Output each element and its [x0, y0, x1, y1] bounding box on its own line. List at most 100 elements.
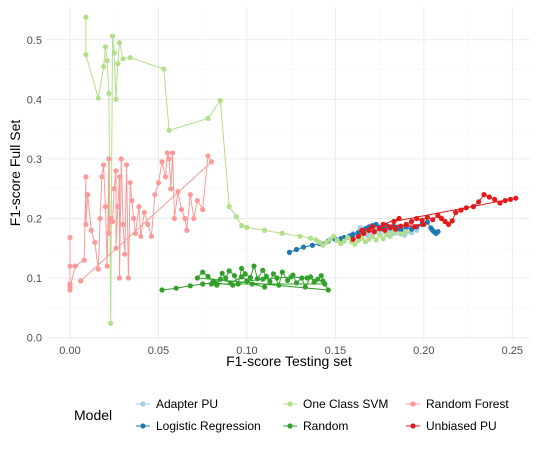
data-point	[194, 275, 200, 281]
series-layer	[67, 14, 519, 326]
data-point	[67, 284, 73, 290]
data-point	[262, 284, 268, 290]
data-point	[226, 204, 232, 210]
data-point	[162, 174, 169, 180]
legend-label: Unbiased PU	[426, 419, 497, 433]
data-point	[120, 221, 126, 227]
data-point	[101, 162, 107, 168]
data-point	[148, 233, 154, 239]
data-point	[231, 273, 238, 279]
data-point	[408, 218, 415, 225]
data-point	[458, 207, 464, 213]
data-point	[502, 198, 508, 204]
data-point	[453, 209, 459, 216]
data-point	[309, 242, 315, 248]
data-point	[214, 282, 220, 288]
data-point	[217, 97, 223, 104]
data-point	[138, 233, 144, 239]
data-point	[446, 221, 452, 227]
legend-item-one-class-svm: One Class SVM	[283, 397, 388, 411]
x-axis-ticks: 0.00 0.05 0.10 0.15 0.20 0.25	[59, 345, 523, 357]
legend-key-point	[287, 423, 293, 429]
data-point	[104, 58, 110, 64]
data-point	[67, 234, 73, 241]
data-point	[239, 274, 245, 280]
series-random	[159, 263, 331, 293]
legend-item-logistic-regression: Logistic Regression	[136, 419, 261, 433]
data-point	[200, 281, 206, 287]
data-point	[116, 40, 123, 46]
data-point	[350, 236, 356, 242]
data-point	[486, 194, 492, 200]
data-point	[435, 229, 441, 235]
data-point	[159, 159, 165, 165]
data-point	[438, 215, 445, 222]
data-point	[205, 153, 211, 159]
y-axis-ticks: 0.0 0.1 0.2 0.3 0.4 0.5	[27, 35, 42, 345]
data-point	[293, 246, 300, 253]
data-point	[398, 223, 404, 229]
data-point	[106, 230, 112, 236]
data-point	[200, 206, 206, 213]
data-point	[286, 249, 292, 255]
data-point	[155, 180, 162, 186]
legend-item-adapter-pu: Adapter PU	[136, 397, 218, 411]
data-point	[311, 279, 317, 285]
series-random-forest	[67, 150, 215, 293]
data-point	[267, 279, 273, 285]
data-point	[113, 245, 119, 251]
data-point	[81, 257, 87, 263]
data-point	[111, 50, 117, 56]
x-tick-label: 0.15	[325, 345, 346, 357]
data-point	[115, 61, 121, 67]
data-point	[369, 233, 376, 239]
data-point	[497, 200, 503, 206]
data-point	[293, 280, 300, 286]
data-point	[108, 320, 114, 326]
legend: Model Adapter PU Logistic Regression One C…	[74, 397, 509, 433]
data-point	[85, 192, 91, 198]
x-tick-label: 0.20	[413, 345, 434, 357]
data-point	[369, 224, 376, 230]
legend-item-random: Random	[283, 419, 348, 433]
x-tick-label: 0.25	[502, 345, 523, 357]
data-point	[102, 44, 108, 50]
data-point	[239, 265, 245, 272]
data-point	[507, 196, 514, 202]
legend-title: Model	[74, 407, 112, 423]
data-point	[178, 206, 185, 213]
data-point	[285, 277, 291, 283]
data-point	[127, 55, 133, 61]
data-point	[164, 150, 170, 156]
data-point	[83, 52, 89, 58]
data-point	[173, 285, 179, 291]
data-point	[300, 244, 307, 250]
data-point	[113, 168, 119, 174]
data-point	[247, 274, 254, 281]
data-point	[152, 192, 158, 198]
data-point	[217, 276, 223, 282]
data-point	[254, 276, 261, 282]
data-point	[83, 221, 89, 227]
data-point	[113, 96, 119, 102]
data-point	[371, 229, 377, 235]
y-axis-title: F1-score Full Set	[7, 120, 23, 227]
data-point	[251, 263, 257, 269]
data-point	[403, 221, 409, 227]
data-point	[359, 227, 365, 233]
data-point	[208, 159, 215, 165]
data-point	[99, 174, 105, 180]
data-point	[513, 195, 519, 201]
data-point	[260, 276, 266, 282]
y-tick-label: 0.1	[27, 273, 42, 285]
data-point	[88, 227, 94, 233]
data-point	[118, 156, 124, 162]
data-point	[175, 189, 181, 195]
data-point	[187, 283, 193, 289]
data-point	[380, 221, 386, 227]
legend-key-point	[140, 423, 146, 429]
data-point	[92, 239, 98, 245]
x-tick-label: 0.10	[236, 345, 257, 357]
data-point	[316, 239, 323, 245]
